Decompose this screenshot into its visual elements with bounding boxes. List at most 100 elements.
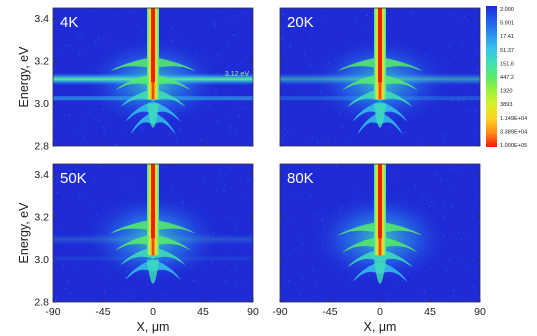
noise-speck bbox=[320, 12, 322, 14]
noise-speck bbox=[449, 293, 452, 295]
noise-speck bbox=[369, 185, 371, 188]
noise-speck bbox=[451, 205, 453, 208]
noise-speck bbox=[85, 124, 88, 127]
noise-speck bbox=[314, 280, 316, 283]
noise-speck bbox=[83, 135, 85, 138]
noise-speck bbox=[251, 18, 253, 20]
noise-speck bbox=[475, 50, 477, 52]
noise-speck bbox=[230, 264, 233, 267]
noise-speck bbox=[282, 62, 284, 65]
noise-speck bbox=[245, 106, 247, 108]
noise-speck bbox=[219, 285, 222, 288]
noise-speck bbox=[386, 21, 388, 24]
noise-speck bbox=[204, 277, 206, 279]
noise-speck bbox=[455, 296, 457, 299]
noise-speck bbox=[451, 100, 453, 102]
noise-speck bbox=[313, 173, 315, 176]
noise-speck bbox=[443, 204, 445, 206]
noise-speck bbox=[248, 179, 251, 181]
noise-speck bbox=[135, 20, 138, 23]
noise-speck bbox=[451, 172, 453, 175]
noise-speck bbox=[92, 11, 94, 13]
noise-speck bbox=[345, 188, 348, 190]
emission-beam-core bbox=[151, 8, 155, 83]
noise-speck bbox=[301, 189, 304, 191]
noise-speck bbox=[53, 135, 55, 137]
noise-speck bbox=[75, 134, 77, 137]
noise-speck bbox=[290, 47, 292, 49]
colorbar-labels: 2.000 5.901 17.41 51.37 151.6 447.2 1320 3893 1.… bbox=[500, 7, 527, 149]
noise-speck bbox=[242, 280, 244, 283]
noise-speck bbox=[304, 264, 306, 267]
noise-speck bbox=[463, 101, 465, 103]
noise-speck bbox=[460, 267, 463, 270]
noise-speck bbox=[345, 278, 347, 280]
noise-speck bbox=[472, 259, 474, 262]
colorbar-tick-label: 2.000 bbox=[500, 7, 514, 13]
noise-speck bbox=[467, 103, 470, 105]
noise-speck bbox=[217, 54, 219, 57]
noise-speck bbox=[57, 195, 59, 197]
noise-speck bbox=[175, 141, 178, 143]
noise-speck bbox=[472, 285, 474, 287]
noise-speck bbox=[282, 13, 285, 16]
noise-speck bbox=[477, 69, 479, 72]
noise-speck bbox=[232, 31, 235, 34]
plot-area bbox=[280, 8, 480, 146]
noise-speck bbox=[161, 294, 164, 296]
noise-speck bbox=[103, 38, 105, 41]
noise-speck bbox=[78, 196, 81, 198]
noise-speck bbox=[56, 192, 59, 195]
noise-speck bbox=[465, 267, 468, 269]
noise-speck bbox=[53, 93, 55, 95]
noise-speck bbox=[476, 215, 478, 217]
noise-speck bbox=[94, 171, 96, 174]
noise-speck bbox=[250, 246, 252, 248]
noise-speck bbox=[448, 46, 450, 48]
noise-speck bbox=[231, 208, 233, 211]
noise-speck bbox=[192, 280, 194, 282]
noise-speck bbox=[92, 12, 95, 14]
noise-speck bbox=[294, 192, 297, 195]
noise-speck bbox=[309, 243, 311, 245]
noise-speck bbox=[155, 300, 157, 302]
noise-speck bbox=[61, 114, 64, 116]
noise-speck bbox=[60, 223, 63, 225]
noise-speck bbox=[445, 133, 447, 136]
noise-speck bbox=[243, 113, 246, 116]
noise-speck bbox=[449, 287, 451, 289]
noise-speck bbox=[309, 63, 312, 66]
noise-speck bbox=[457, 232, 460, 235]
noise-speck bbox=[94, 40, 96, 43]
noise-speck bbox=[60, 26, 62, 29]
noise-speck bbox=[55, 42, 57, 44]
noise-speck bbox=[99, 164, 101, 167]
noise-speck bbox=[93, 179, 96, 182]
noise-speck bbox=[179, 128, 181, 130]
noise-speck bbox=[388, 298, 390, 300]
noise-speck bbox=[302, 277, 304, 279]
noise-speck bbox=[454, 69, 456, 71]
noise-speck bbox=[196, 29, 199, 31]
noise-speck bbox=[411, 12, 413, 14]
noise-speck bbox=[436, 172, 438, 175]
noise-speck bbox=[84, 266, 87, 268]
noise-speck bbox=[302, 93, 305, 95]
noise-speck bbox=[448, 258, 450, 260]
noise-speck bbox=[69, 177, 72, 179]
noise-speck bbox=[440, 179, 443, 182]
noise-speck bbox=[308, 112, 310, 115]
noise-speck bbox=[463, 232, 465, 234]
noise-speck bbox=[479, 13, 480, 15]
noise-speck bbox=[450, 64, 453, 66]
colorbar-tick-label: 17.41 bbox=[500, 34, 514, 40]
noise-speck bbox=[244, 177, 246, 180]
noise-speck bbox=[312, 269, 314, 272]
noise-speck bbox=[308, 284, 311, 287]
noise-speck bbox=[393, 284, 395, 287]
noise-speck bbox=[473, 216, 475, 219]
noise-speck bbox=[58, 196, 60, 198]
noise-speck bbox=[127, 131, 130, 133]
noise-speck bbox=[386, 293, 388, 296]
